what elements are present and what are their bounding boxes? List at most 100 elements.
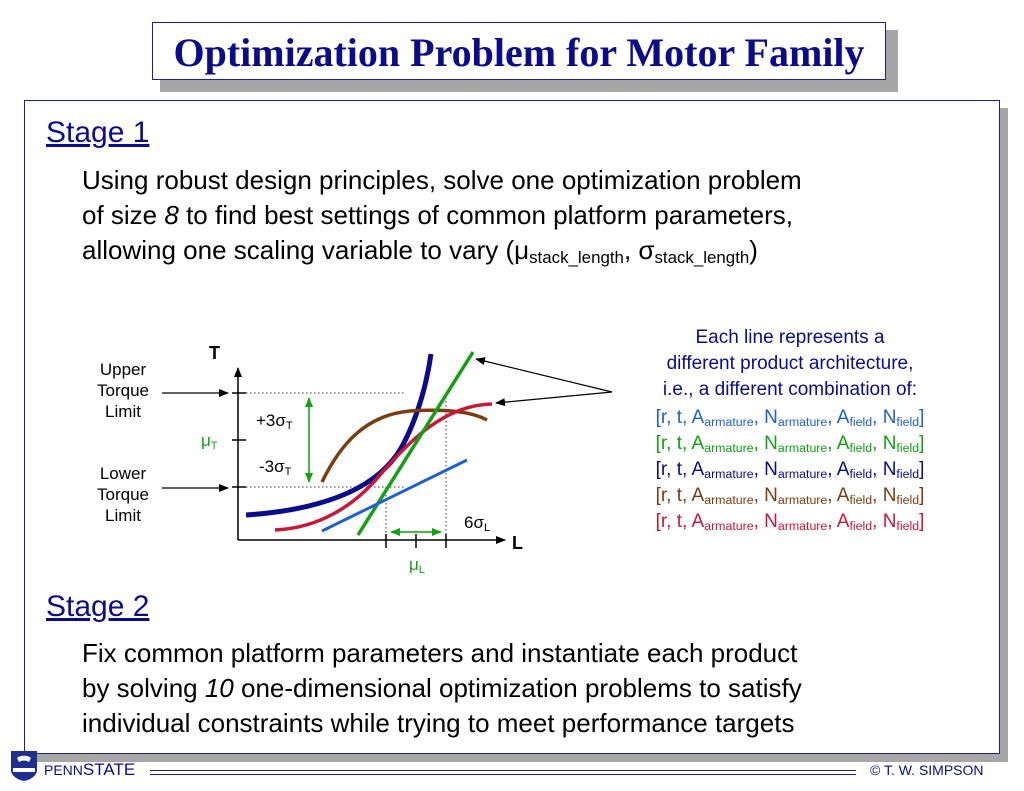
six-sigma-text: 6σ [464,513,484,532]
mu-t-sub: T [210,439,218,452]
lower-limit-word-3: Limit [105,506,141,525]
n-sep: , N [753,511,778,532]
stage1-heading: Stage 1 [46,116,150,149]
n-sep: , N [753,459,778,480]
combo-close: ] [919,433,925,454]
legend-combo-green: [r, t, Aarmature, Narmature, Afield, Nfi… [600,432,980,455]
stage1-line2-pre: of size [82,200,165,230]
mu-l-symbol: μ [409,555,419,574]
minus3-text: -3σ [259,457,285,476]
mu-t-symbol: μ [201,431,211,450]
a-sep: , A [827,407,850,428]
footer-rule-thin [150,774,856,775]
sigma-symbol: σ [638,235,655,265]
n-sep: , N [872,485,897,506]
lower-torque-limit-label: Lower Torque Limit [83,463,163,526]
sigma-subscript: stack_length [654,248,750,268]
field-sub: field [896,415,920,430]
armature-sub: armature [777,493,828,508]
penn-state-shield-icon [11,751,37,781]
stage2-line3: individual constraints while trying to m… [82,708,795,738]
minus3-sub: T [284,465,292,478]
upper-torque-limit-label: Upper Torque Limit [83,359,163,422]
stage2-heading: Stage 2 [46,590,150,623]
mu-t-label: μT [201,430,218,451]
field-sub: field [896,441,920,456]
stage2-count-number: 10 [204,673,234,703]
combo-open: [r, t, A [655,433,705,454]
plus3-text: +3σ [256,411,286,430]
legend-line-2: different product architecture, [666,353,914,374]
armature-sub: armature [704,467,754,482]
armature-sub: armature [777,441,828,456]
stage2-line2: by solving 10 one-dimensional optimizati… [82,671,802,706]
field-sub: field [896,519,920,534]
n-sep: , N [872,459,897,480]
six-sigma-l-label: 6σL [464,512,490,533]
legend-combo-navy: [r, t, Aarmature, Narmature, Afield, Nfi… [600,458,980,481]
n-sep: , N [753,485,778,506]
stage2-paragraph: Fix common platform parameters and insta… [82,636,802,741]
a-sep: , A [827,511,850,532]
field-sub: field [849,415,873,430]
footer-rule [150,770,856,771]
field-sub: field [849,467,873,482]
stage2-line1: Fix common platform parameters and insta… [82,638,798,668]
field-sub: field [896,493,920,508]
title-box: Optimization Problem for Motor Family [152,22,886,80]
comma: , [623,235,639,265]
upper-limit-word-1: Upper [99,360,147,379]
legend-combo-crimson: [r, t, Aarmature, Narmature, Afield, Nfi… [600,510,980,533]
mu-symbol: μ [514,235,530,265]
state-word: STATE [82,760,136,779]
armature-sub: armature [704,493,754,508]
armature-sub: armature [777,519,828,534]
stage1-line3: allowing one scaling variable to vary (μ… [82,233,802,268]
penn-state-wordmark: PENNSTATE [44,760,135,780]
legend-line-1: Each line represents a [695,327,885,348]
mu-subscript: stack_length [529,248,624,268]
combo-open: [r, t, A [655,459,705,480]
combo-open: [r, t, A [655,485,705,506]
field-sub: field [849,519,873,534]
combo-close: ] [919,485,925,506]
stage2-line2-pre: by solving [82,673,205,703]
upper-limit-word-3: Limit [105,402,141,421]
axis-t-label: T [209,343,220,363]
combo-close: ] [919,407,925,428]
combo-close: ] [919,511,925,532]
armature-sub: armature [777,415,828,430]
field-sub: field [849,493,873,508]
combo-open: [r, t, A [655,511,705,532]
legend-combo-blue: [r, t, Aarmature, Narmature, Afield, Nfi… [600,406,980,429]
lower-limit-word-2: Torque [97,485,149,504]
page-title: Optimization Problem for Motor Family [173,30,865,75]
n-sep: , N [753,433,778,454]
mu-l-label: μL [409,554,425,575]
field-sub: field [849,441,873,456]
n-sep: , N [753,407,778,428]
legend-combo-brown: [r, t, Aarmature, Narmature, Afield, Nfi… [600,484,980,507]
armature-sub: armature [777,467,828,482]
upper-limit-word-2: Torque [97,381,149,400]
a-sep: , A [827,459,850,480]
stage1-line3-post: ) [749,235,758,265]
a-sep: , A [827,433,850,454]
stage1-paragraph: Using robust design principles, solve on… [82,163,802,268]
armature-sub: armature [704,519,754,534]
legend-line-3: i.e., a different combination of: [662,379,918,400]
stage1-line3-pre: allowing one scaling variable to vary ( [82,235,515,265]
combo-open: [r, t, A [655,407,705,428]
plus-3-sigma-label: +3σT [256,410,293,431]
lower-limit-word-1: Lower [99,464,147,483]
combo-close: ] [919,459,925,480]
penn-word: PENN [44,762,83,778]
six-sigma-sub: L [483,521,491,534]
n-sep: , N [872,511,897,532]
field-sub: field [896,467,920,482]
stage1-line2: of size 8 to find best settings of commo… [82,198,802,233]
axis-l-label: L [512,533,523,553]
plus3-sub: T [285,419,293,432]
copyright: © T. W. SIMPSON [870,762,984,778]
minus-3-sigma-label: -3σT [259,456,291,477]
